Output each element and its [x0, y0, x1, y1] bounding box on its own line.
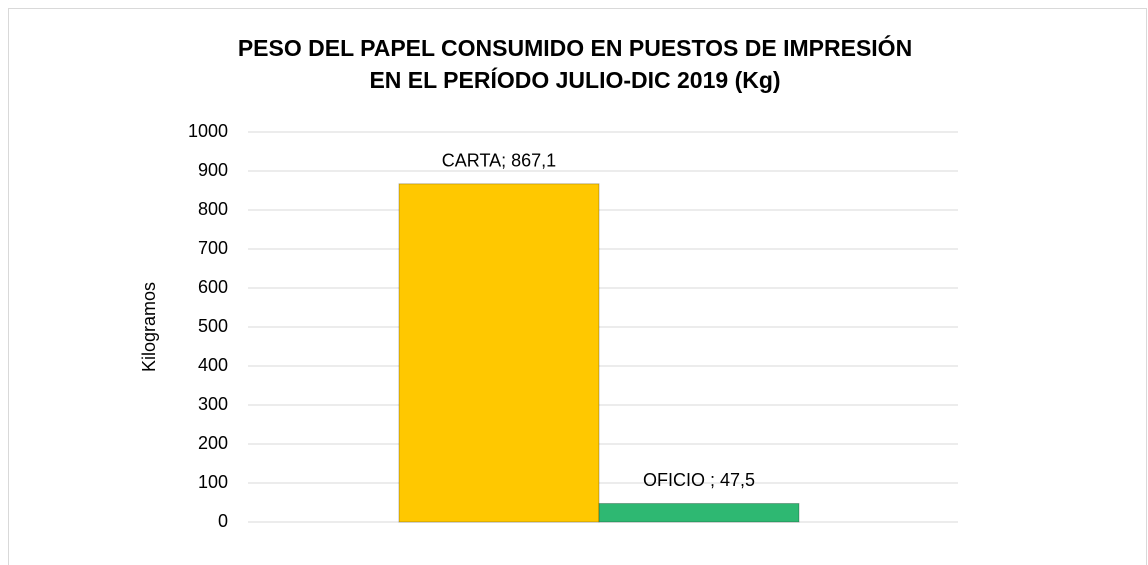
y-tick-label: 0 — [218, 511, 228, 531]
y-tick-label: 1000 — [188, 121, 228, 141]
y-tick-label: 500 — [198, 316, 228, 336]
y-axis-label: Kilogramos — [139, 282, 159, 372]
y-tick-label: 200 — [198, 433, 228, 453]
bar — [398, 183, 600, 523]
y-tick-label: 700 — [198, 238, 228, 258]
y-tick-label: 800 — [198, 199, 228, 219]
y-tick-label: 100 — [198, 472, 228, 492]
y-tick-label: 600 — [198, 277, 228, 297]
data-label: OFICIO ; 47,5 — [643, 470, 755, 490]
y-tick-label: 900 — [198, 160, 228, 180]
chart-title: EN EL PERÍODO JULIO-DIC 2019 (Kg) — [369, 66, 780, 93]
data-label: CARTA; 867,1 — [442, 151, 556, 171]
chart-title: PESO DEL PAPEL CONSUMIDO EN PUESTOS DE I… — [238, 34, 912, 61]
y-tick-label: 300 — [198, 394, 228, 414]
y-tick-label: 400 — [198, 355, 228, 375]
bar — [598, 502, 800, 523]
